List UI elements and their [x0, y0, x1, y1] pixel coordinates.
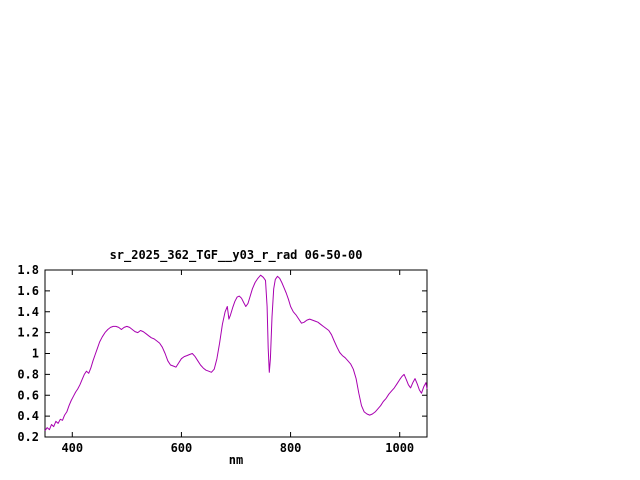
y-tick-label: 1.8	[17, 263, 39, 277]
y-tick-label: 0.4	[17, 409, 39, 423]
y-tick-label: 0.6	[17, 388, 39, 402]
y-tick-label: 1	[32, 347, 39, 361]
y-tick-label: 0.8	[17, 367, 39, 381]
x-tick-label: 400	[61, 441, 83, 455]
y-tick-label: 1.4	[17, 305, 39, 319]
y-tick-label: 0.2	[17, 430, 39, 444]
spectrum-line	[44, 274, 428, 431]
y-tick-label: 1.2	[17, 326, 39, 340]
plot-generated-group: 400 600 800 1000 0.2 0.4 0.6 0.8 1 1.2 1.4 1.6 1.8	[17, 263, 428, 455]
x-tick-label: 800	[280, 441, 302, 455]
x-axis-label: nm	[229, 453, 243, 467]
x-tick-label: 600	[171, 441, 193, 455]
y-tick-label: 1.6	[17, 284, 39, 298]
x-tick-label: 1000	[385, 441, 414, 455]
plot-border	[44, 269, 428, 438]
chart-title: sr_2025_362_TGF__y03_r_rad 06-50-00	[110, 248, 363, 263]
